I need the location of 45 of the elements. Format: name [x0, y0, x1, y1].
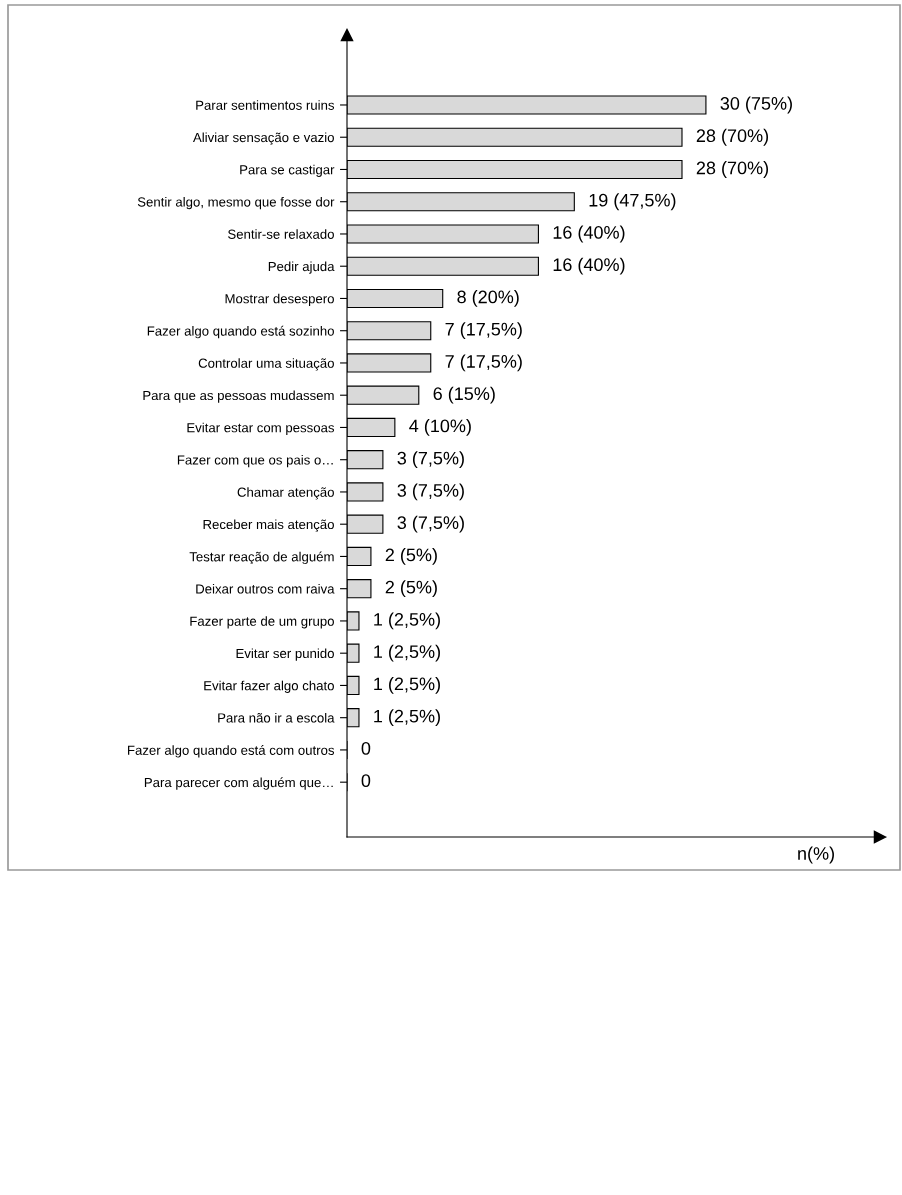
- y-tick-label: Evitar fazer algo chato: [204, 680, 334, 693]
- y-tick-label: Para se castigar: [240, 164, 335, 177]
- data-label: 3 (7,5%): [397, 515, 464, 533]
- y-tick-label: Sentir-se relaxado: [228, 229, 334, 239]
- y-tick-label: Fazer parte de um grupo: [190, 616, 334, 629]
- y-tick-label: Fazer algo quando está com outros: [128, 745, 335, 758]
- data-label: 4 (10%): [409, 419, 471, 436]
- data-label: 2 (5%): [385, 548, 437, 565]
- data-label: 8 (20%): [457, 290, 519, 307]
- data-label: 2 (5%): [385, 580, 437, 598]
- data-label: 28 (70%): [696, 161, 769, 178]
- data-label: 16 (40%): [553, 225, 625, 243]
- y-tick-label: Controlar uma situação: [198, 358, 334, 371]
- data-label: 7 (17,5%): [445, 354, 522, 372]
- y-tick-label: Chamar atenção: [237, 487, 334, 500]
- y-tick-label: Evitar estar com pessoas: [187, 422, 335, 435]
- y-tick-label: Pedir ajuda: [268, 261, 335, 274]
- y-tick-label: Testar reação de alguém: [189, 551, 334, 565]
- data-label: 1 (2,5%): [374, 709, 440, 727]
- data-label: 28 (70%): [696, 128, 769, 146]
- data-label: 6 (15%): [433, 386, 495, 404]
- data-label: 1 (2,5%): [374, 644, 440, 662]
- y-tick-label: Mostrar desespero: [225, 293, 334, 306]
- data-label: 3 (7,5%): [397, 483, 464, 501]
- data-label: 3 (7,5%): [397, 451, 464, 469]
- data-label: 1 (2,5%): [374, 677, 440, 694]
- data-label: 30 (75%): [720, 96, 792, 114]
- data-label: 19 (47,5%): [589, 193, 676, 211]
- y-tick-label: Sentir algo, mesmo que fosse dor: [137, 196, 335, 210]
- y-tick-label: Parar sentimentos ruins: [196, 100, 335, 110]
- y-tick-label: Para não ir a escola: [218, 712, 335, 723]
- y-tick-label: Fazer algo quando está sozinho: [147, 325, 334, 339]
- y-tick-label: Deixar outros com raiva: [196, 583, 335, 594]
- data-label: 0: [361, 741, 371, 755]
- y-tick-label: Para parecer com alguém que…: [144, 777, 333, 790]
- y-tick-label: Fazer com que os pais o…: [177, 454, 333, 468]
- y-tick-label: Evitar ser punido: [236, 648, 334, 661]
- text: n(%): [798, 846, 834, 864]
- data-label: 1 (2,5%): [374, 612, 440, 630]
- data-label: 16 (40%): [553, 257, 625, 275]
- data-label: 0: [361, 774, 371, 788]
- y-tick-label: Receber mais atenção: [203, 519, 334, 532]
- data-label: 7 (17,5%): [445, 322, 522, 340]
- y-tick-label: Para que as pessoas mudassem: [143, 390, 334, 403]
- y-tick-label: Aliviar sensação e vazio: [192, 132, 334, 145]
